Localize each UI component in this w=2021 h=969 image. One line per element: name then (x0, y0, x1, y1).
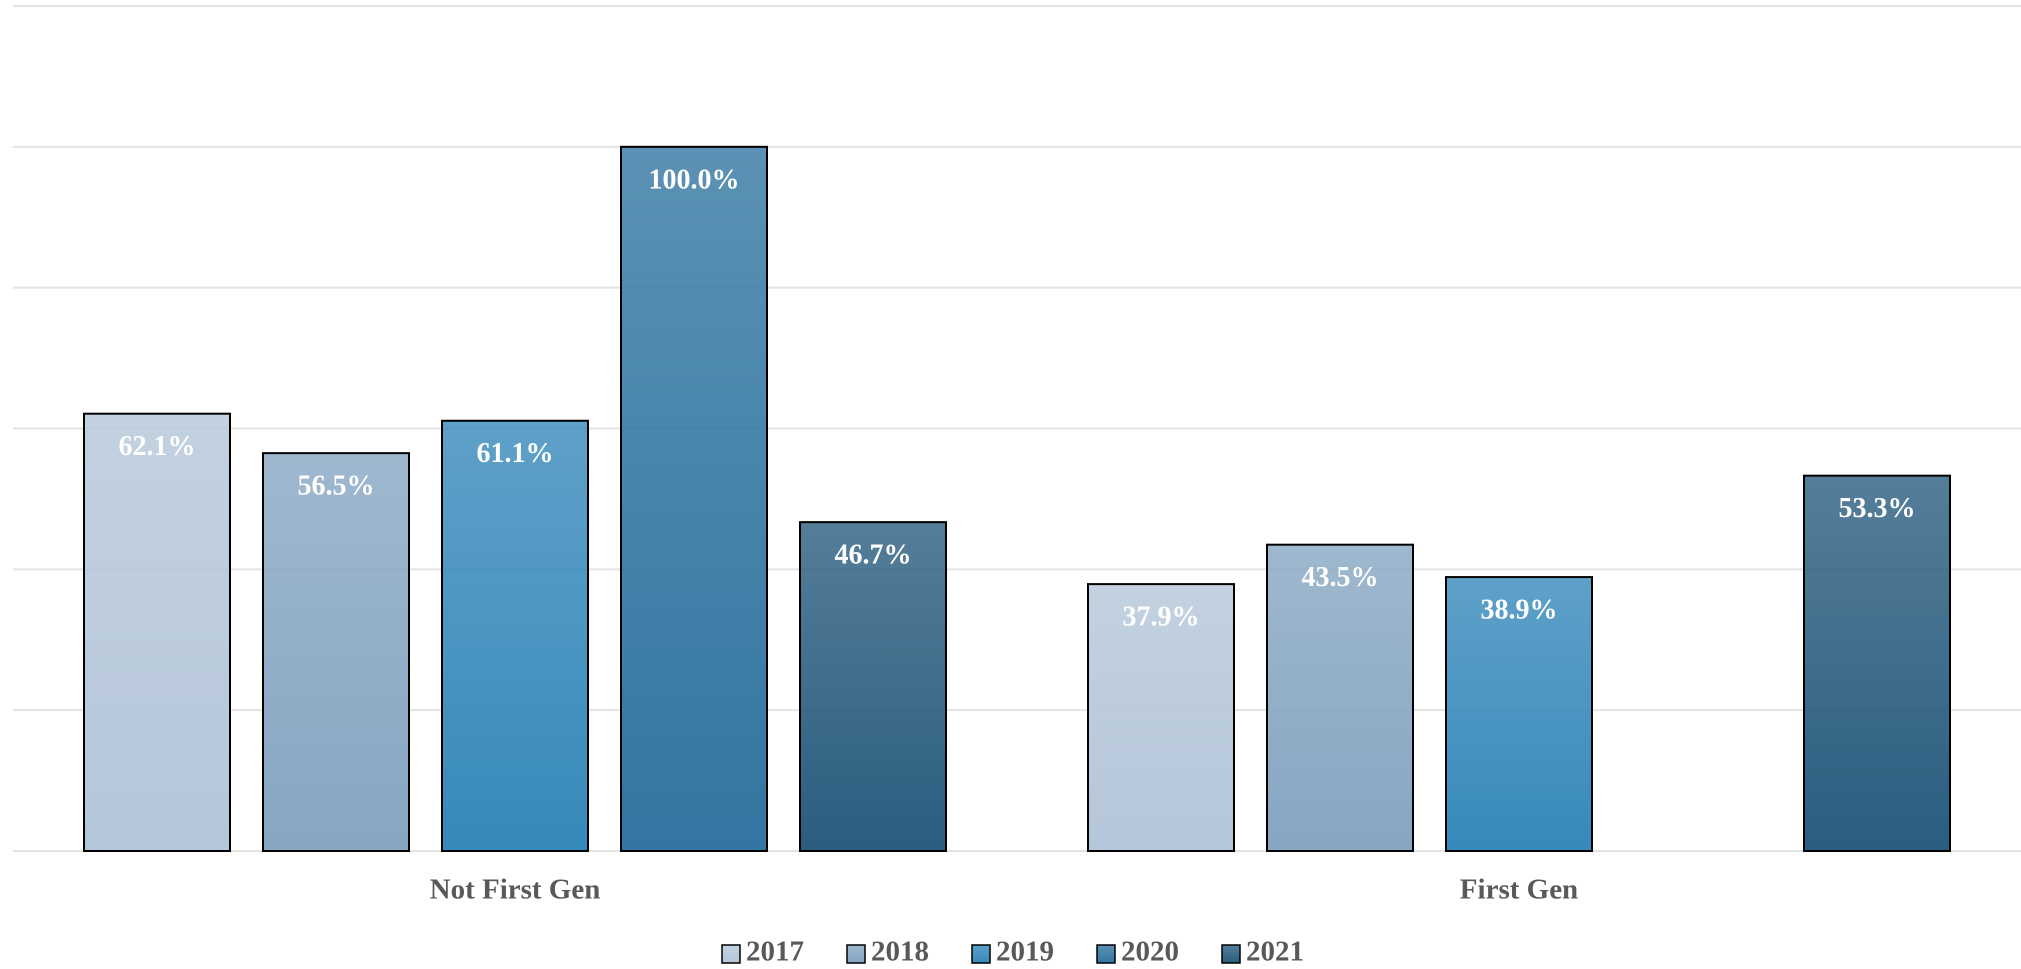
data-label: 100.0% (649, 164, 740, 195)
data-label: 53.3% (1839, 493, 1916, 524)
data-label: 62.1% (119, 431, 196, 462)
bar (83, 412, 231, 852)
bar (1445, 576, 1593, 852)
legend-swatch (971, 944, 991, 964)
legend-label: 2019 (996, 936, 1054, 968)
data-label: 46.7% (835, 540, 912, 571)
legend-label: 2020 (1121, 936, 1179, 968)
data-label: 61.1% (477, 438, 554, 469)
bar (262, 452, 410, 852)
x-tick-label: Not First Gen (430, 874, 601, 906)
bar (620, 145, 768, 853)
bar (1087, 583, 1235, 853)
bar (799, 521, 947, 852)
data-label: 56.5% (298, 471, 375, 502)
legend-swatch (1096, 944, 1116, 964)
legend-label: 2021 (1246, 936, 1304, 968)
data-label: 43.5% (1302, 562, 1379, 593)
bar (1266, 543, 1414, 852)
x-tick-label: First Gen (1460, 874, 1578, 906)
bar (1803, 474, 1951, 852)
legend-swatch (1221, 944, 1241, 964)
legend-swatch (846, 944, 866, 964)
legend-label: 2017 (746, 936, 804, 968)
data-label: 37.9% (1123, 602, 1200, 633)
legend-label: 2018 (871, 936, 929, 968)
bar (441, 419, 589, 852)
legend-swatch (721, 944, 741, 964)
data-label: 38.9% (1481, 595, 1558, 626)
